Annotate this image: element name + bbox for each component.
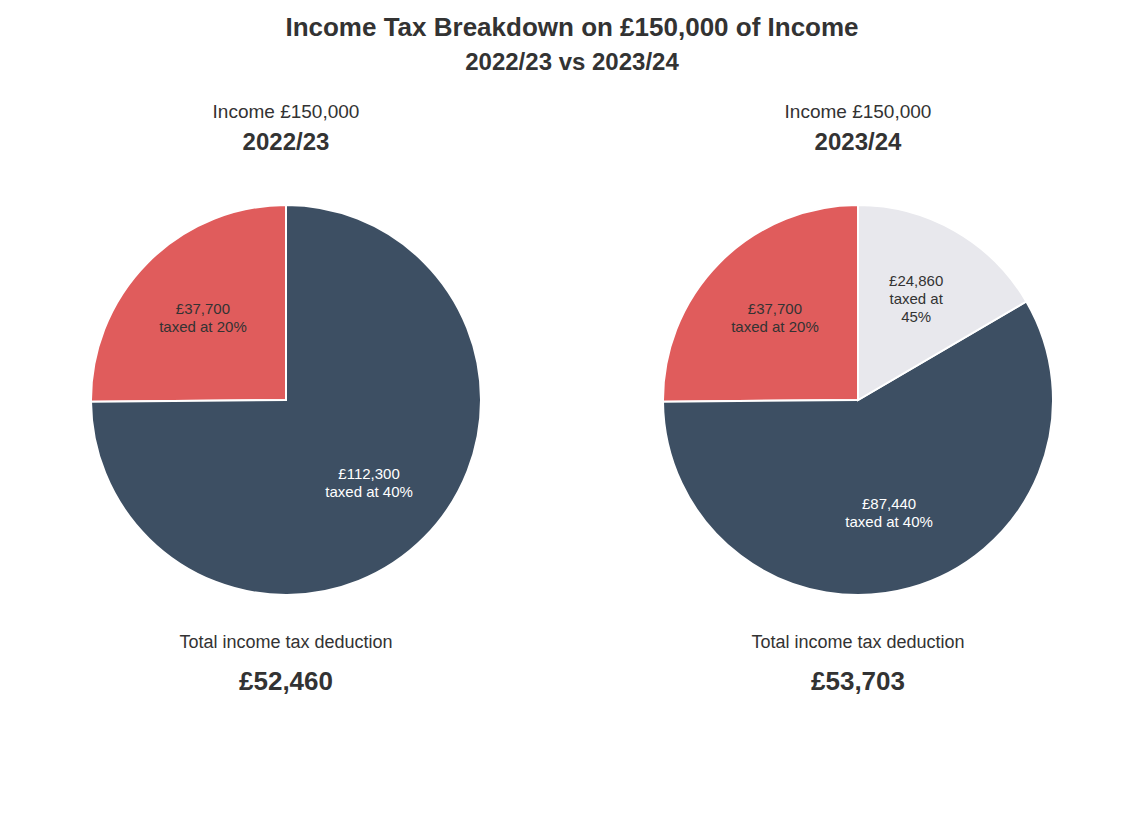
slice-label: £24,860taxed at45%: [889, 272, 944, 325]
pie: [91, 205, 481, 595]
slice-label-line: £112,300: [338, 465, 399, 482]
annotation: £52,460: [239, 666, 333, 696]
chart-subtitle: 2022/23: [243, 128, 330, 155]
slice-label: £112,300taxed at 40%: [325, 465, 413, 500]
pie: [663, 205, 1053, 595]
slice-label-line: £24,860: [889, 272, 943, 289]
chart-svg: Income Tax Breakdown on £150,000 of Inco…: [0, 0, 1144, 821]
pie-slice: [663, 205, 858, 402]
slice-label-line: taxed at 20%: [159, 318, 247, 335]
title: Income Tax Breakdown on £150,000 of Inco…: [285, 12, 858, 42]
slice-label: £37,700taxed at 20%: [731, 300, 819, 335]
pie-slice: [858, 205, 1026, 400]
chart-title: Income £150,000: [213, 101, 360, 122]
slice-label-line: £37,700: [176, 300, 230, 317]
slice-label-line: 45%: [901, 308, 931, 325]
chart-subtitle: 2023/24: [815, 128, 902, 155]
slice-label-line: taxed at: [890, 290, 944, 307]
annotation: Total income tax deduction: [751, 632, 964, 652]
slice-label-line: taxed at 40%: [845, 513, 933, 530]
pie-slice: [91, 205, 286, 402]
annotation: Total income tax deduction: [179, 632, 392, 652]
slice-labels: £37,700taxed at 20% £112,300taxed at 40%: [159, 300, 413, 500]
chart-1: Income £150,000 2023/24 £37,700taxed at 20…: [663, 101, 1053, 696]
slice-label-line: taxed at 40%: [325, 483, 413, 500]
chart-container: Income Tax Breakdown on £150,000 of Inco…: [0, 0, 1144, 821]
slice-label-line: £37,700: [748, 300, 802, 317]
chart-title: Income £150,000: [785, 101, 932, 122]
slice-labels: £37,700taxed at 20% £87,440taxed at 40% £2…: [731, 272, 944, 530]
slice-label-line: £87,440: [862, 495, 916, 512]
slice-label: £87,440taxed at 40%: [845, 495, 933, 530]
slice-label: £37,700taxed at 20%: [159, 300, 247, 335]
pie-slice: [91, 205, 481, 595]
annotation: £53,703: [811, 666, 905, 696]
subtitle: 2022/23 vs 2023/24: [465, 48, 679, 75]
slice-label-line: taxed at 20%: [731, 318, 819, 335]
chart-0: Income £150,000 2022/23 £37,700taxed at 20…: [91, 101, 481, 696]
